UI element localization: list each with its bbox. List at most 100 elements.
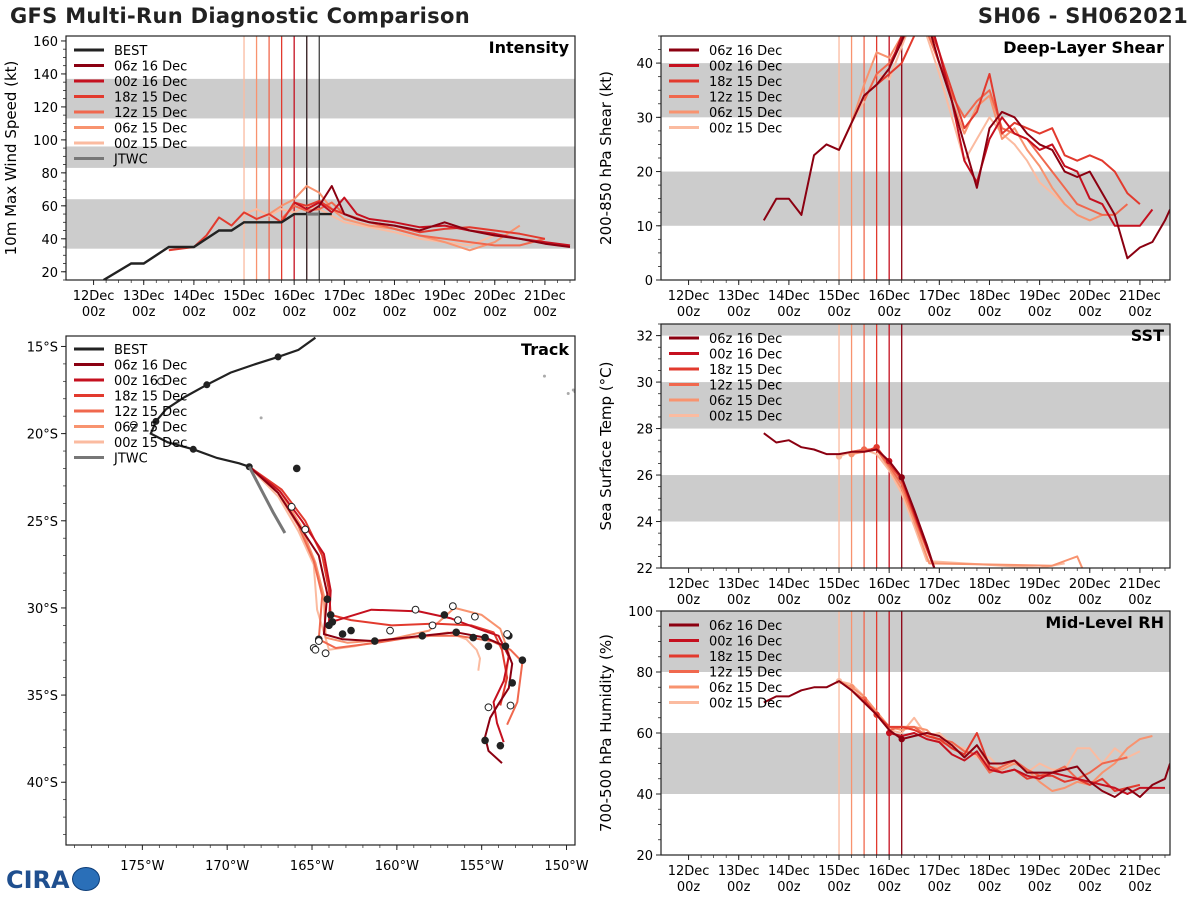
- rh-y-tick-label: 100: [628, 605, 653, 620]
- rh-y-tick-label: 20: [636, 849, 653, 864]
- rh-x-tick-label: 20Dec: [1069, 864, 1111, 879]
- intensity-panel-title: Intensity: [489, 38, 570, 57]
- intensity-x-tick-label: 00z: [483, 305, 507, 320]
- intensity-x-tick-label: 13Dec: [123, 289, 165, 304]
- track-position-dot: [370, 637, 379, 645]
- intensity-legend-label: 06z 15 Dec: [114, 122, 187, 137]
- track-legend-label: 06z 16 Dec: [114, 359, 187, 374]
- rh-x-tick-label: 12Dec: [668, 864, 710, 879]
- sst-x-tick-label: 00z: [877, 593, 901, 608]
- sst-x-tick-label: 00z: [1028, 593, 1052, 608]
- shear-x-tick-label: 00z: [877, 305, 901, 320]
- shear-panel: 01020304012Dec00z13Dec00z14Dec00z15Dec00…: [597, 35, 1171, 320]
- track-best-dot: [152, 417, 160, 425]
- intensity-panel: 2040608010012014016012Dec00z13Dec00z14De…: [2, 35, 576, 320]
- sst-x-tick-label: 16Dec: [868, 577, 910, 592]
- rh-x-tick-label: 19Dec: [1019, 864, 1061, 879]
- shear-x-tick-label: 00z: [1028, 305, 1052, 320]
- shear-x-tick-label: 18Dec: [969, 289, 1011, 304]
- track-island: [259, 416, 263, 420]
- shear-series-1: [888, 36, 1154, 227]
- track-y-tick-label: 40°S: [27, 776, 58, 791]
- sst-x-tick-label: 00z: [978, 593, 1002, 608]
- track-x-tick-label: 155°W: [460, 859, 504, 874]
- shear-series-0: [762, 36, 1170, 260]
- sst-shade-band: [661, 382, 1170, 429]
- rh-x-tick-label: 15Dec: [818, 864, 860, 879]
- track-legend-label: JTWC: [113, 452, 148, 467]
- sst-y-tick-label: 28: [636, 423, 653, 438]
- shear-x-tick-label: 16Dec: [868, 289, 910, 304]
- shear-y-tick-label: 0: [645, 274, 653, 289]
- rh-x-tick-label: 13Dec: [718, 864, 760, 879]
- track-position-dot: [418, 632, 427, 640]
- intensity-legend-label: JTWC: [113, 153, 148, 168]
- intensity-x-tick-label: 12Dec: [73, 289, 115, 304]
- intensity-best-track-line: [102, 212, 332, 280]
- intensity-series-4: [268, 185, 521, 252]
- intensity-x-tick-label: 17Dec: [323, 289, 365, 304]
- intensity-y-axis-label: 10m Max Wind Speed (kt): [2, 61, 20, 256]
- intensity-x-tick-label: 00z: [282, 305, 306, 320]
- track-position-open-dot: [386, 626, 394, 635]
- intensity-y-tick-label: 40: [41, 233, 58, 248]
- shear-legend-label: 12z 15 Dec: [709, 91, 782, 106]
- track-legend-label: 00z 16 Dec: [114, 374, 187, 389]
- track-position-open-dot: [411, 605, 420, 614]
- sst-y-tick-label: 24: [636, 516, 653, 531]
- sst-y-tick-label: 32: [636, 330, 653, 345]
- intensity-x-tick-label: 19Dec: [424, 289, 466, 304]
- rh-plot-area: [661, 611, 1170, 855]
- rh-legend-label: 00z 16 Dec: [709, 635, 782, 650]
- sst-init-marker: [873, 443, 880, 451]
- intensity-y-tick-label: 140: [33, 68, 58, 83]
- track-position-dot: [323, 595, 332, 604]
- rh-y-tick-label: 80: [636, 666, 653, 681]
- shear-y-tick-label: 30: [636, 111, 653, 126]
- shear-y-tick-label: 10: [636, 220, 653, 235]
- intensity-shade-band: [66, 199, 575, 249]
- track-legend-label: BEST: [114, 343, 147, 358]
- shear-legend-label: 00z 15 Dec: [709, 122, 782, 137]
- shear-shade-band: [661, 63, 1170, 118]
- track-plot-area: [129, 336, 575, 764]
- track-x-tick-label: 160°W: [375, 859, 419, 874]
- intensity-x-tick-label: 15Dec: [223, 289, 265, 304]
- rh-y-tick-label: 60: [636, 727, 653, 742]
- intensity-y-tick-label: 160: [33, 35, 58, 50]
- shear-x-tick-label: 19Dec: [1019, 289, 1061, 304]
- rh-x-tick-label: 00z: [928, 880, 952, 895]
- shear-x-tick-label: 00z: [677, 305, 701, 320]
- track-island: [542, 374, 546, 378]
- sst-x-tick-label: 00z: [928, 593, 952, 608]
- intensity-x-tick-label: 18Dec: [374, 289, 416, 304]
- intensity-series-3: [280, 201, 546, 247]
- shear-panel-title: Deep-Layer Shear: [1003, 38, 1164, 57]
- shear-x-tick-label: 17Dec: [918, 289, 960, 304]
- cira-logo: CIRA: [6, 866, 100, 894]
- track-position-dot: [440, 611, 449, 619]
- page-title-left: GFS Multi-Run Diagnostic Comparison: [10, 4, 470, 28]
- shear-plot-area: [661, 36, 1170, 280]
- shear-x-tick-label: 00z: [827, 305, 851, 320]
- intensity-y-tick-label: 20: [41, 266, 58, 281]
- sst-x-tick-label: 12Dec: [668, 577, 710, 592]
- intensity-x-tick-label: 00z: [232, 305, 256, 320]
- intensity-x-tick-label: 00z: [132, 305, 156, 320]
- sst-x-tick-label: 00z: [777, 593, 801, 608]
- intensity-legend-label: 00z 15 Dec: [114, 137, 187, 152]
- rh-x-tick-label: 21Dec: [1119, 864, 1161, 879]
- sst-legend-label: 12z 15 Dec: [709, 379, 782, 394]
- shear-series-2: [863, 36, 1141, 205]
- page-title-right: SH06 - SH062021: [977, 4, 1188, 28]
- track-position-open-dot: [428, 621, 437, 630]
- track-y-tick-label: 30°S: [27, 602, 58, 617]
- sst-x-tick-label: 13Dec: [718, 577, 760, 592]
- track-x-tick-label: 165°W: [290, 859, 334, 874]
- sst-legend-label: 00z 16 Dec: [709, 348, 782, 363]
- sst-legend-label: 18z 15 Dec: [709, 363, 782, 378]
- shear-x-tick-label: 13Dec: [718, 289, 760, 304]
- rh-y-tick-label: 40: [636, 788, 653, 803]
- shear-x-tick-label: 00z: [978, 305, 1002, 320]
- rh-series-1: [888, 732, 1165, 795]
